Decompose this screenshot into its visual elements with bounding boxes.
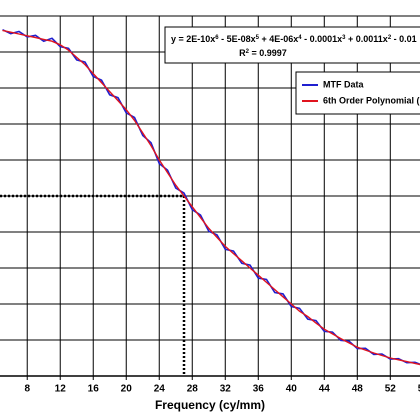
x-tick-label: 56 bbox=[418, 384, 420, 395]
x-tick-label: 24 bbox=[154, 384, 166, 395]
x-tick-label: 8 bbox=[24, 384, 30, 395]
r-squared-part: = 0.9997 bbox=[249, 48, 287, 58]
r-squared-part: 2 bbox=[246, 49, 250, 55]
x-tick-label: 40 bbox=[286, 384, 298, 395]
equation: y = 2E-10x6 - 5E-08x5 + 4E-06x4 - 0.0001… bbox=[171, 34, 417, 44]
equation-term: - 0.01 bbox=[391, 34, 417, 44]
x-tick-label: 44 bbox=[319, 384, 331, 395]
equation-exponent: 3 bbox=[342, 35, 346, 41]
legend-label: 6th Order Polynomial ( bbox=[323, 95, 420, 105]
legend-label: MTF Data bbox=[323, 79, 364, 89]
equation-term: - 0.0001x bbox=[302, 34, 343, 44]
x-tick-label: 20 bbox=[121, 384, 133, 395]
r-squared: R2 = 0.9997 bbox=[239, 48, 287, 58]
legend-box bbox=[295, 71, 420, 115]
x-tick-label: 16 bbox=[88, 384, 100, 395]
equation-exponent: 5 bbox=[256, 35, 260, 41]
x-tick-label: 28 bbox=[187, 384, 199, 395]
series-line bbox=[2, 29, 420, 366]
equation-exponent: 2 bbox=[388, 35, 392, 41]
equation-term: + 4E-06x bbox=[259, 34, 298, 44]
equation-exponent: 4 bbox=[298, 35, 302, 41]
equation-term: + 0.0011x bbox=[346, 34, 388, 44]
x-tick-label: 32 bbox=[220, 384, 232, 395]
equation-term: y = 2E-10x bbox=[171, 34, 215, 44]
x-axis-title: Frequency (cy/mm) bbox=[155, 398, 265, 412]
x-tick-label: 52 bbox=[385, 384, 397, 395]
x-tick-label: 12 bbox=[55, 384, 67, 395]
x-tick-label: 48 bbox=[352, 384, 364, 395]
r-squared-part: R bbox=[239, 48, 246, 58]
equation-term: - 5E-08x bbox=[219, 34, 256, 44]
equation-exponent: 6 bbox=[215, 35, 219, 41]
equation-box bbox=[164, 26, 420, 64]
x-tick-label: 36 bbox=[253, 384, 265, 395]
